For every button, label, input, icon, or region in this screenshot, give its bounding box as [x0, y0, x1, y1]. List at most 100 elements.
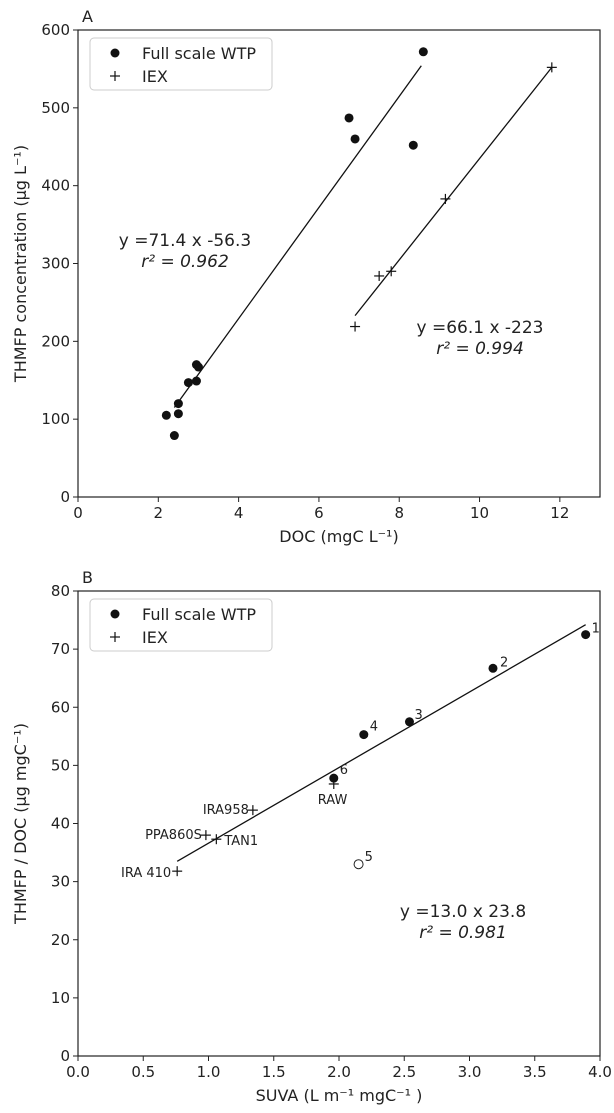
y-tick-label: 100 — [41, 410, 70, 428]
data-point — [440, 193, 451, 204]
y-tick-label: 30 — [51, 873, 70, 891]
point-label: 1 — [592, 622, 600, 637]
x-tick-label: 10 — [470, 504, 489, 522]
data-point — [488, 663, 498, 673]
y-tick-label: 600 — [41, 21, 70, 39]
data-point — [329, 773, 339, 783]
y-tick-label: 400 — [41, 177, 70, 195]
y-tick-label: 80 — [51, 582, 70, 600]
point-label: IRA958 — [203, 803, 249, 818]
point-label: 5 — [365, 850, 373, 865]
data-point — [200, 830, 211, 841]
y-tick-label: 200 — [41, 332, 70, 350]
data-point — [344, 113, 354, 123]
x-tick-label: 2.0 — [327, 1063, 351, 1081]
point-label: TAN1 — [223, 834, 258, 849]
data-point — [359, 730, 369, 740]
point-label: RAW — [318, 793, 348, 808]
y-tick-label: 20 — [51, 931, 70, 949]
y-tick-label: 0 — [60, 488, 70, 506]
y-tick-label: 10 — [51, 989, 70, 1007]
data-point — [173, 409, 183, 419]
x-tick-label: 4.0 — [588, 1063, 612, 1081]
data-point — [173, 399, 183, 409]
data-point — [546, 62, 557, 73]
x-tick-label: 6 — [314, 504, 324, 522]
y-axis-label: THMFP concentration (µg L⁻¹) — [11, 145, 30, 383]
data-point — [374, 270, 385, 281]
y-tick-label: 50 — [51, 756, 70, 774]
legend: Full scale WTP IEX — [89, 598, 273, 652]
data-point — [353, 859, 364, 870]
data-point — [193, 362, 203, 372]
data-point — [386, 266, 397, 277]
x-tick-label: 3.5 — [523, 1063, 547, 1081]
x-tick-label: 3.0 — [458, 1063, 482, 1081]
plot-frame — [77, 590, 601, 1057]
x-tick-label: 1.5 — [262, 1063, 286, 1081]
point-label: PPA860S — [145, 828, 202, 843]
x-axis-label: SUVA (L m⁻¹ mgC⁻¹ ) — [256, 1086, 423, 1105]
y-tick-label: 70 — [51, 640, 70, 658]
x-tick-label: 1.0 — [197, 1063, 221, 1081]
data-point — [169, 431, 179, 441]
x-axis-label: DOC (mgC L⁻¹) — [279, 527, 398, 546]
legend-marker — [110, 48, 120, 58]
legend-label: Full scale WTP — [142, 605, 256, 624]
data-point — [247, 805, 258, 816]
panel-a: A 0 2 4 6 8 10 12 0 100 200 300 400 500 600 DOC (mgC L⁻… — [11, 7, 601, 546]
fit-line — [176, 624, 586, 862]
fit-equation: y =13.0 x 23.8 — [400, 902, 526, 922]
data-point — [191, 376, 201, 386]
y-tick-label: 300 — [41, 255, 70, 273]
x-tick-label: 2 — [154, 504, 164, 522]
point-label: 2 — [500, 655, 508, 670]
data-point — [418, 47, 428, 57]
series-full-scale-wtp — [161, 47, 428, 441]
fit-equation: y =66.1 x -223 — [416, 318, 543, 338]
data-point — [328, 778, 339, 789]
data-point — [172, 866, 183, 877]
fit-line — [173, 65, 422, 408]
legend-marker — [110, 71, 120, 81]
legend-label: IEX — [142, 628, 168, 647]
legend-label: IEX — [142, 67, 168, 86]
data-point — [581, 630, 591, 640]
fit-line — [354, 66, 553, 317]
x-tick-label: 8 — [394, 504, 404, 522]
y-axis-label: THMFP / DOC (µg mgC⁻¹) — [11, 723, 30, 925]
point-label: 6 — [340, 763, 348, 778]
series-outlier: 5 — [353, 850, 373, 870]
point-label: 3 — [414, 708, 422, 723]
data-point — [161, 410, 171, 420]
x-tick-label: 0 — [73, 504, 83, 522]
data-point — [211, 834, 222, 845]
series-full-scale-wtp: 1 2 3 4 6 — [329, 622, 600, 783]
legend-marker — [110, 609, 120, 619]
data-point — [408, 140, 418, 150]
point-label: 4 — [370, 720, 378, 735]
fit-equation: y =71.4 x -56.3 — [119, 231, 251, 251]
y-tick-label: 40 — [51, 815, 70, 833]
legend-marker — [110, 632, 120, 642]
data-point — [350, 134, 360, 144]
y-tick-label: 0 — [60, 1047, 70, 1065]
data-point — [183, 378, 193, 388]
series-iex — [350, 62, 557, 332]
x-tick-label: 12 — [550, 504, 569, 522]
fit-r2: r² = 0.981 — [419, 923, 507, 943]
x-tick-label: 0.5 — [131, 1063, 155, 1081]
x-tick-label: 0.0 — [66, 1063, 90, 1081]
fit-r2: r² = 0.962 — [141, 252, 229, 272]
panel-b: B 0.0 0.5 1.0 1.5 2.0 2.5 3.0 3.5 4.0 0 10 20 30 40 50 6… — [11, 568, 612, 1105]
point-label: IRA 410 — [121, 866, 171, 881]
x-tick-label: 4 — [234, 504, 244, 522]
panel-letter: B — [82, 568, 93, 587]
panel-letter: A — [82, 7, 93, 26]
legend-label: Full scale WTP — [142, 44, 256, 63]
y-tick-label: 60 — [51, 698, 70, 716]
legend: Full scale WTP IEX — [89, 37, 273, 91]
data-point — [404, 717, 414, 727]
